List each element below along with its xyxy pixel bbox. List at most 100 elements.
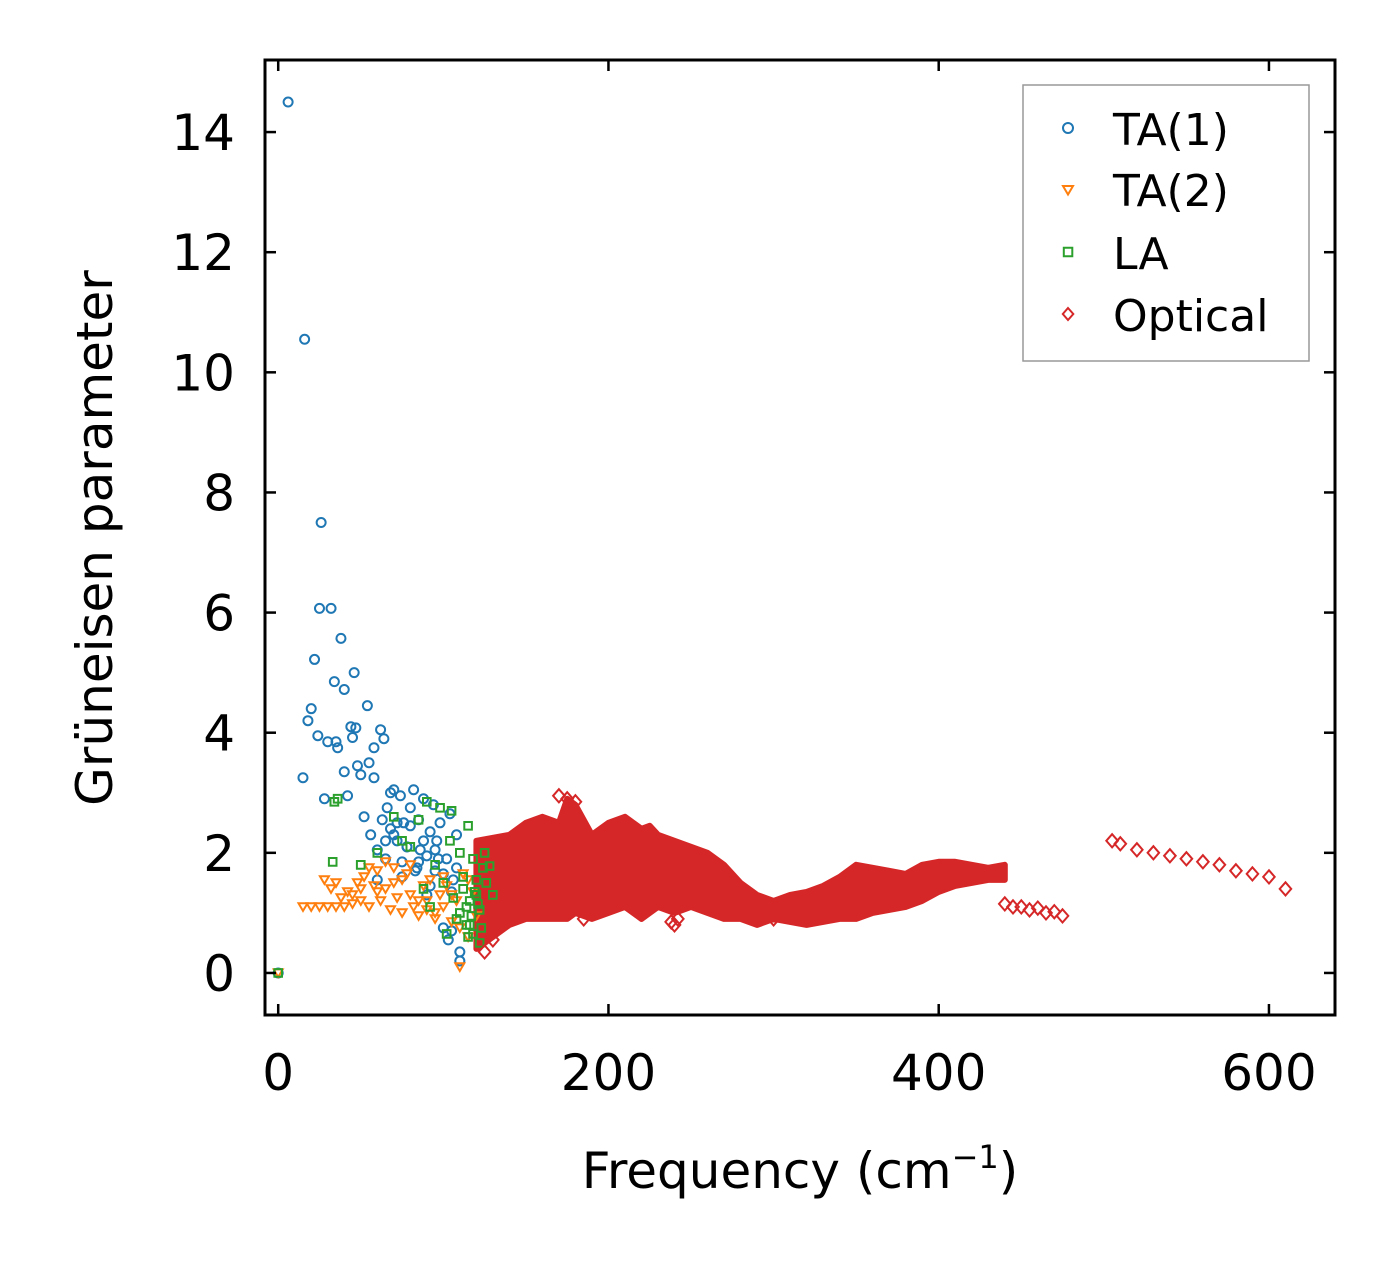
legend-marker-optical (1061, 306, 1075, 322)
point-ta1 (384, 787, 396, 799)
point-ta1 (358, 811, 370, 823)
point-optical (477, 943, 492, 961)
point-la (468, 929, 478, 939)
point-la (463, 932, 473, 942)
point-optical (1212, 856, 1227, 873)
point-optical (568, 793, 583, 810)
point-ta2 (437, 872, 450, 883)
point-optical (485, 931, 500, 949)
point-ta1 (408, 784, 420, 796)
point-ta1 (376, 814, 388, 826)
legend-label-optical: Optical (1113, 291, 1268, 342)
point-la (476, 923, 487, 933)
legend-box (1022, 84, 1310, 362)
point-ta2 (367, 881, 381, 892)
point-ta2 (313, 902, 326, 913)
point-ta1 (442, 934, 454, 946)
point-ta1 (312, 730, 324, 742)
point-ta2 (412, 896, 425, 907)
point-ta1 (338, 683, 350, 695)
point-ta2 (387, 878, 401, 889)
point-ta1 (305, 703, 317, 715)
point-ta2 (420, 896, 434, 907)
point-la (332, 793, 343, 804)
point-ta1 (348, 667, 360, 679)
y-tick-label: 4 (203, 705, 235, 763)
point-optical (1104, 832, 1120, 849)
point-ta1 (418, 835, 430, 847)
point-optical (664, 913, 679, 931)
y-tick-label: 14 (171, 104, 235, 162)
point-optical (1261, 868, 1277, 886)
legend: TA(1) TA(2) LA Optical (1022, 84, 1310, 362)
point-la (458, 872, 468, 882)
point-ta1 (394, 790, 406, 802)
point-optical (1113, 835, 1128, 852)
point-ta2 (400, 869, 414, 880)
x-tick-label: 400 (891, 1044, 986, 1102)
point-la (422, 797, 432, 807)
point-ta1 (421, 850, 433, 862)
point-ta2 (318, 875, 331, 886)
point-la (473, 899, 483, 909)
point-ta1 (302, 715, 314, 727)
point-ta2 (346, 890, 359, 901)
point-la (435, 803, 445, 813)
x-axis-label-superscript: −1 (952, 1138, 999, 1176)
point-ta2 (437, 902, 450, 913)
point-optical (667, 916, 682, 934)
legend-markers (1061, 122, 1075, 322)
y-tick-label: 0 (203, 945, 235, 1003)
point-ta2 (324, 884, 338, 895)
point-la (413, 815, 424, 825)
point-ta1 (351, 760, 363, 772)
point-ta1 (332, 742, 344, 754)
point-ta1 (451, 829, 463, 841)
point-ta2 (354, 896, 368, 907)
point-ta2 (296, 902, 310, 913)
x-axis-label-main: Frequency (cm (582, 1142, 952, 1200)
legend-label-la: LA (1113, 229, 1169, 280)
y-axis-label: Grüneisen parameter (66, 270, 124, 806)
point-ta1 (414, 844, 426, 856)
point-la (405, 842, 416, 852)
y-tick-label: 2 (203, 825, 235, 883)
point-optical (1146, 844, 1161, 861)
point-ta1 (378, 733, 390, 745)
x-tick-label: 0 (262, 1044, 294, 1102)
point-ta1 (297, 772, 309, 784)
point-ta2 (417, 881, 430, 892)
point-ta2 (357, 872, 371, 883)
point-ta2 (304, 902, 318, 913)
point-ta1 (347, 732, 359, 744)
point-ta1 (315, 516, 327, 528)
point-optical (1047, 903, 1062, 920)
point-ta2 (395, 875, 409, 886)
point-la (418, 884, 429, 894)
point-la (463, 821, 473, 831)
point-la (461, 920, 472, 930)
point-ta1 (342, 790, 354, 802)
point-ta1 (404, 802, 416, 814)
point-ta1 (325, 602, 337, 614)
point-ta1 (454, 946, 466, 958)
series-ta2 (271, 857, 483, 979)
point-ta1 (434, 817, 446, 829)
point-la (445, 836, 455, 846)
point-ta2 (423, 875, 437, 886)
point-ta1 (398, 817, 410, 829)
point-ta1 (355, 769, 367, 781)
legend-marker-ta2 (1061, 185, 1075, 197)
y-tick-label: 8 (203, 464, 235, 522)
point-la (479, 848, 490, 858)
point-la (438, 878, 449, 888)
point-la (455, 908, 465, 918)
point-la (273, 968, 283, 978)
point-la (481, 878, 492, 888)
point-optical (1162, 847, 1178, 864)
point-ta1 (350, 722, 362, 734)
point-ta2 (374, 896, 387, 907)
x-tick-label: 600 (1221, 1044, 1316, 1102)
axis-ticks: 0 200 400 600 0 2 4 6 8 10 12 14 (171, 60, 1335, 1102)
point-ta1 (365, 829, 377, 841)
